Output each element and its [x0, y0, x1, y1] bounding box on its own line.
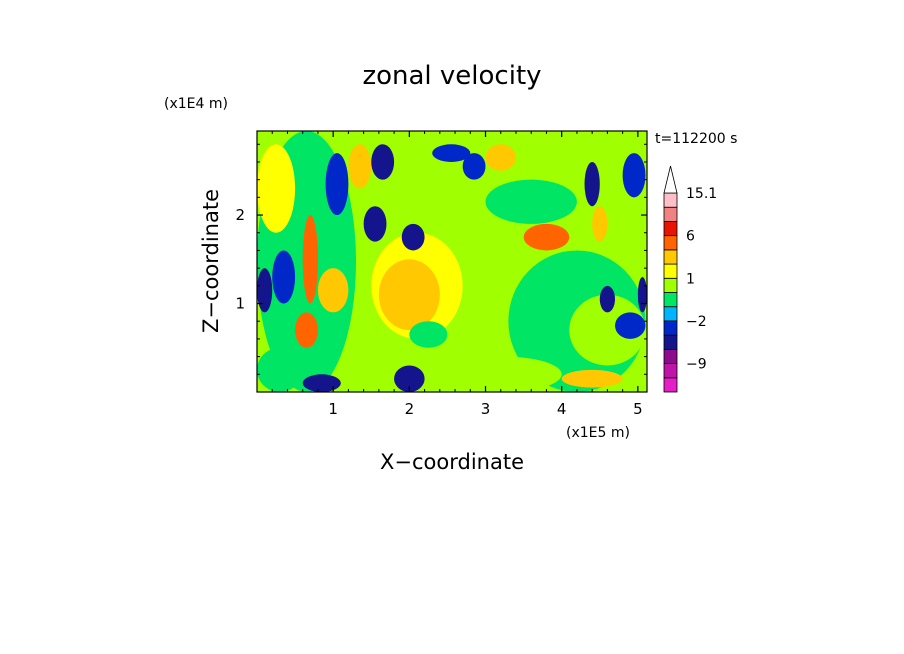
contour-region: [394, 365, 425, 392]
contour-region: [569, 294, 646, 366]
contour-region: [584, 161, 600, 207]
contour-region: [432, 144, 471, 162]
x-axis-units: (x1E5 m): [566, 425, 630, 441]
contour-region: [447, 356, 562, 392]
contour-region: [637, 276, 647, 313]
contour-region: [485, 179, 577, 224]
y-axis-units: (x1E4 m): [164, 96, 228, 112]
colorbar-swatch: [663, 263, 678, 279]
colorbar-swatch: [663, 320, 678, 336]
contour-region: [302, 374, 341, 392]
colorbar-swatch: [663, 277, 678, 293]
colorbar-label: −2: [686, 314, 707, 330]
colorbar-label: 6: [686, 229, 695, 245]
contour-region: [257, 347, 303, 392]
colorbar-swatch: [663, 334, 678, 350]
contour-region: [409, 321, 448, 348]
colorbar-swatch: [663, 235, 678, 251]
colorbar-swatch: [663, 221, 678, 237]
x-tick-label: 1: [328, 400, 338, 418]
y-tick-label: 1: [235, 295, 245, 313]
colorbar-swatch: [663, 348, 678, 364]
contour-region: [622, 153, 646, 198]
colorbar-swatch: [663, 249, 678, 265]
contour-region: [371, 144, 395, 180]
contour-region: [272, 250, 296, 304]
contour-region: [363, 206, 387, 242]
time-label: t=112200 s: [655, 131, 737, 147]
colorbar-label: 1: [686, 271, 695, 287]
colorbar-swatch: [663, 206, 678, 222]
contour-region: [592, 206, 608, 242]
contour-region: [295, 312, 318, 348]
x-axis: 1 2 3 4 5: [271, 131, 643, 418]
y-axis: 12: [235, 143, 647, 375]
contour-region: [348, 144, 372, 189]
contour-field: [257, 131, 647, 392]
colorbar-swatch: [663, 292, 678, 308]
colorbar-extend-arrow: [663, 165, 678, 194]
x-tick-label: 4: [557, 400, 567, 418]
colorbar-label: 15.1: [686, 186, 717, 202]
colorbar-swatch: [663, 306, 678, 322]
contour-region: [462, 153, 486, 180]
chart-title: zonal velocity: [362, 61, 541, 91]
contour-region: [523, 223, 570, 251]
x-axis-label: X−coordinate: [380, 450, 524, 474]
x-tick-label: 2: [405, 400, 415, 418]
contour-region: [561, 369, 623, 388]
contour-region: [378, 259, 440, 331]
contour-region: [599, 285, 616, 313]
x-tick-label: 5: [633, 400, 643, 418]
contour-region: [317, 268, 349, 313]
contour-region: [257, 144, 296, 233]
plot-frame: [256, 130, 648, 393]
colorbar-swatch: [663, 363, 678, 379]
contour-region: [302, 215, 318, 304]
contour-region: [401, 223, 425, 251]
contour-region: [615, 312, 646, 339]
colorbar-swatch: [663, 377, 678, 393]
y-axis-label: Z−coordinate: [199, 189, 223, 333]
colorbar-label: −9: [686, 357, 707, 373]
contour-region: [257, 268, 273, 313]
contour-region: [485, 144, 516, 171]
colorbar-swatch: [663, 192, 678, 208]
x-tick-label: 3: [481, 400, 491, 418]
contour-region: [325, 153, 349, 216]
colorbar: 15.1 6 1 −2 −9: [663, 165, 717, 393]
y-tick-label: 2: [235, 206, 245, 224]
